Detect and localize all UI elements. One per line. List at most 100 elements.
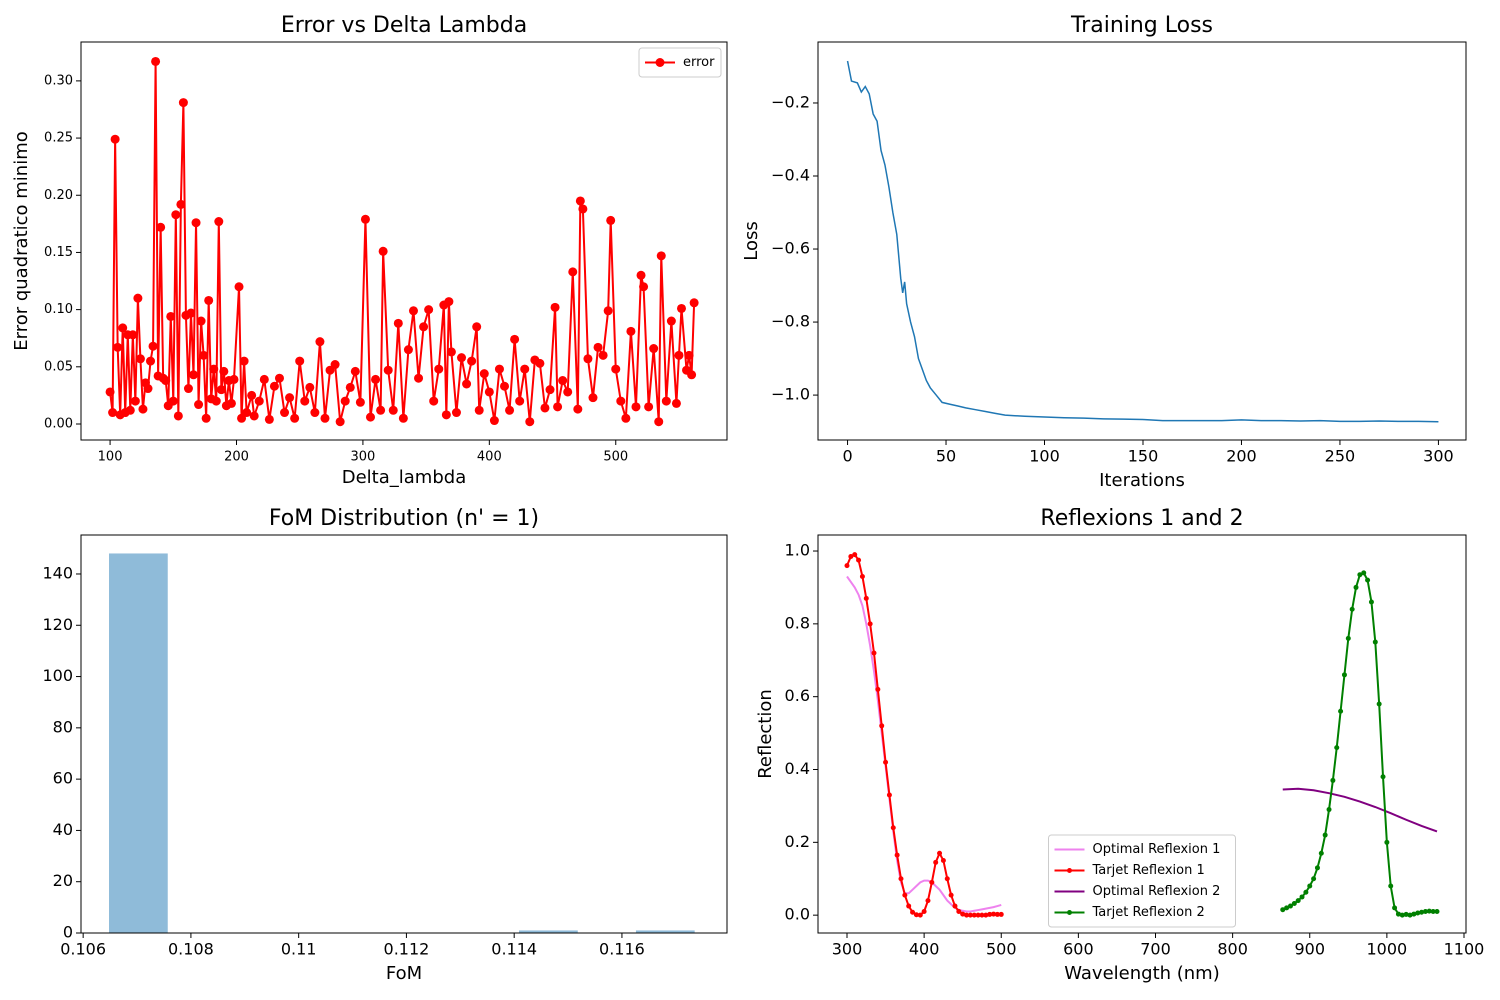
- x-tick-label: 500: [986, 940, 1017, 959]
- series-marker: [545, 385, 555, 395]
- series-marker: [937, 850, 943, 856]
- series-marker: [113, 342, 123, 352]
- series-marker: [852, 552, 858, 558]
- legend-marker: [1067, 868, 1072, 873]
- y-tick-label: 0.20: [44, 188, 73, 203]
- y-tick-label: 0: [63, 923, 73, 942]
- series-marker: [1388, 883, 1394, 889]
- series-marker: [991, 911, 997, 917]
- series-marker: [249, 411, 259, 421]
- series-marker: [616, 396, 626, 406]
- legend-marker: [1067, 910, 1072, 915]
- series-marker: [553, 402, 563, 412]
- subplot: Error vs Delta Lambda Delta_lambda Error q…: [11, 13, 728, 488]
- series-line: [109, 61, 696, 422]
- x-tick-label: 200: [224, 450, 249, 465]
- series-marker: [424, 305, 434, 315]
- x-axis-label: Iterations: [1099, 470, 1185, 491]
- series-line: [846, 553, 1002, 917]
- series-marker: [671, 398, 681, 408]
- series-marker: [588, 393, 598, 403]
- series-marker: [510, 334, 520, 344]
- series-marker: [143, 384, 153, 394]
- series-marker: [994, 911, 1000, 917]
- y-tick-label: 100: [42, 666, 73, 685]
- series-marker: [242, 408, 252, 418]
- series-marker: [403, 345, 413, 355]
- series-marker: [419, 322, 429, 332]
- series-marker: [952, 903, 958, 909]
- series-marker: [910, 909, 916, 915]
- legend: error: [638, 47, 722, 78]
- series-marker: [186, 308, 196, 318]
- series-marker: [1392, 905, 1398, 911]
- series-marker: [189, 370, 199, 380]
- legend-marker: [655, 58, 665, 67]
- series-marker: [1353, 584, 1359, 590]
- series-line: [846, 575, 1002, 913]
- series-marker: [441, 410, 451, 420]
- y-tick-label: −0.8: [771, 312, 810, 331]
- series-marker: [894, 852, 900, 858]
- series-marker: [484, 387, 494, 397]
- series-line: [1282, 787, 1438, 833]
- series-marker: [1372, 639, 1378, 645]
- series-marker: [365, 412, 375, 422]
- series-marker: [944, 876, 950, 882]
- series-marker: [631, 402, 641, 412]
- series-marker: [856, 557, 862, 563]
- y-tick-label: 80: [53, 717, 73, 736]
- series-marker: [654, 417, 664, 427]
- histogram-bar: [519, 930, 578, 933]
- series-marker: [489, 416, 499, 426]
- histogram-bar: [635, 930, 695, 933]
- series-marker: [898, 876, 904, 882]
- series-marker: [360, 214, 370, 224]
- series-marker: [1349, 606, 1355, 612]
- y-tick-label: 0.10: [44, 302, 73, 317]
- series-marker: [1322, 832, 1328, 838]
- series-marker: [474, 405, 484, 415]
- y-tick-label: 0.00: [44, 416, 73, 431]
- legend-box: [1048, 834, 1236, 928]
- x-tick-label: 300: [350, 450, 375, 465]
- legend: Optimal Reflexion 1 Tarjet Reflexion 1 Opt…: [1048, 834, 1236, 928]
- series-marker: [310, 408, 320, 418]
- series-marker: [1368, 599, 1374, 605]
- series-marker: [196, 316, 206, 326]
- y-tick-label: 0.6: [785, 686, 810, 705]
- y-tick-label: −0.2: [771, 92, 810, 111]
- series-marker: [656, 251, 666, 261]
- series-marker: [921, 909, 927, 915]
- series-marker: [173, 411, 183, 421]
- series-marker: [883, 759, 889, 765]
- x-tick-label: 0.116: [599, 940, 645, 959]
- subplot-title: Training Loss: [1070, 13, 1213, 38]
- series-marker: [229, 374, 239, 384]
- series-marker: [863, 595, 869, 601]
- series-marker: [515, 396, 525, 406]
- series-marker: [1380, 774, 1386, 780]
- series-marker: [1341, 672, 1347, 678]
- x-tick-label: 700: [1140, 940, 1171, 959]
- series-marker: [578, 204, 588, 214]
- series-marker: [214, 217, 224, 227]
- axes-frame: [80, 534, 728, 934]
- series-marker: [148, 341, 158, 351]
- x-tick-label: 0.114: [491, 940, 537, 959]
- series-marker: [661, 396, 671, 406]
- subplot-title: Reflexions 1 and 2: [1040, 506, 1243, 531]
- series-marker: [219, 366, 229, 376]
- x-tick-label: 1000: [1367, 940, 1408, 959]
- series-marker: [125, 405, 135, 415]
- series-marker: [967, 912, 973, 918]
- axes-frame: [817, 534, 1467, 934]
- series-marker: [383, 365, 393, 375]
- series-marker: [472, 322, 482, 332]
- series-marker: [879, 723, 885, 729]
- series-marker: [156, 222, 166, 232]
- y-axis-label: Reflection: [755, 689, 776, 779]
- x-tick-label: 100: [98, 450, 123, 465]
- series-marker: [1334, 745, 1340, 751]
- series-marker: [176, 199, 186, 209]
